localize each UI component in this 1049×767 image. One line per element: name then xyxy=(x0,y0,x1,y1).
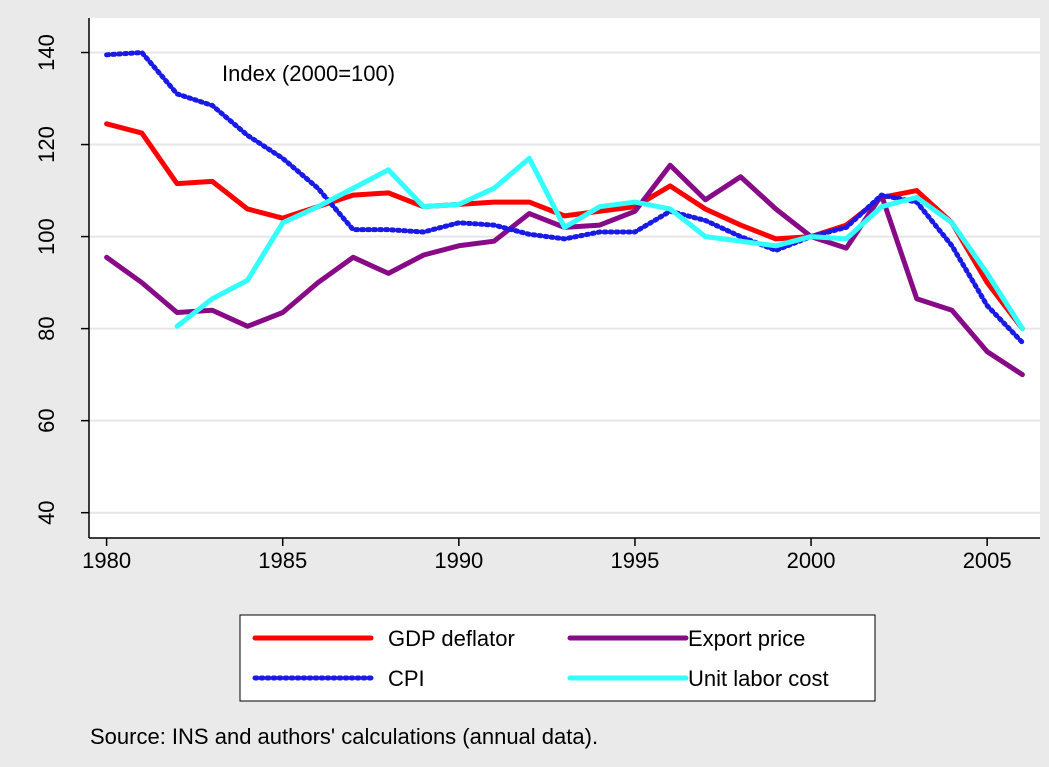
plot-area xyxy=(89,18,1040,538)
legend-label: Unit labor cost xyxy=(688,666,829,691)
x-tick-label: 1980 xyxy=(82,548,131,573)
series-line xyxy=(174,155,1025,332)
series-line xyxy=(104,50,1025,345)
y-tick-label: 140 xyxy=(34,34,59,71)
y-tick-label: 120 xyxy=(34,126,59,163)
x-tick-label: 2000 xyxy=(787,548,836,573)
legend-label: GDP deflator xyxy=(388,626,515,651)
x-tick-label: 2005 xyxy=(963,548,1012,573)
y-tick-label: 60 xyxy=(34,408,59,432)
note: Source: INS and authors' calculations (a… xyxy=(90,724,598,749)
y-tick-label: 100 xyxy=(34,218,59,255)
legend xyxy=(239,614,876,702)
legend-label: CPI xyxy=(388,666,425,691)
annotation: Index (2000=100) xyxy=(222,61,395,86)
x-tick-label: 1995 xyxy=(610,548,659,573)
legend-label: Export price xyxy=(688,626,805,651)
y-tick-label: 80 xyxy=(34,316,59,340)
x-tick-label: 1985 xyxy=(258,548,307,573)
y-tick-label: 40 xyxy=(34,500,59,524)
x-tick-label: 1990 xyxy=(434,548,483,573)
